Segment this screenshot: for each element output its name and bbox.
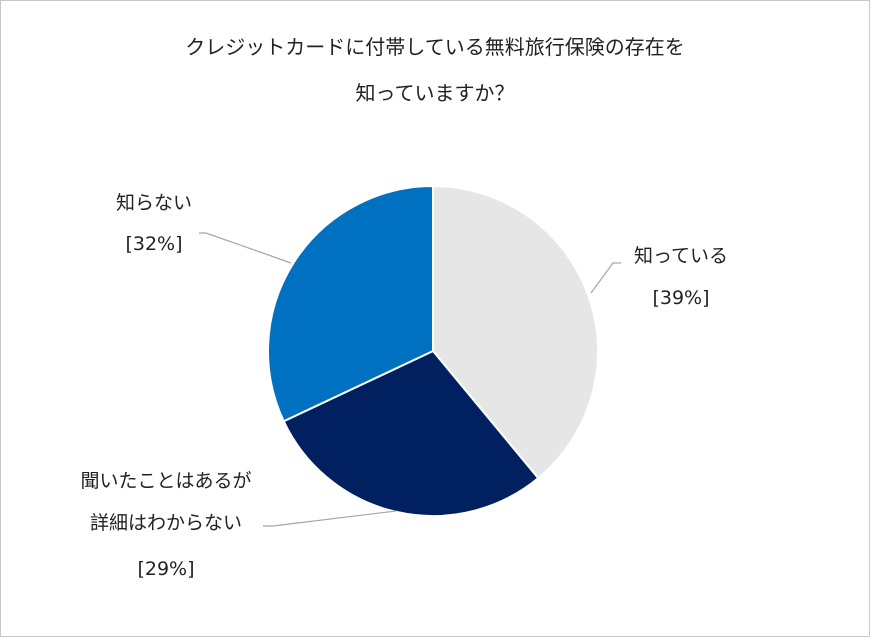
category-label: 知っている	[633, 245, 729, 267]
leader-line	[263, 510, 397, 527]
value-label: [32%]	[125, 233, 183, 255]
chart-title: クレジットカードに付帯している無料旅行保険の存在を	[185, 35, 685, 59]
pie-slice	[267, 184, 434, 423]
category-label: 知らない	[115, 192, 193, 214]
category-label: 聞いたことはあるが 詳細はわからない	[80, 470, 252, 534]
value-label: [29%]	[137, 558, 195, 580]
leader-line	[199, 232, 292, 264]
value-label: [39%]	[652, 287, 710, 309]
leader-lines	[199, 232, 621, 527]
pie-slice	[432, 184, 599, 480]
chart-title: 知っていますか？	[355, 81, 515, 105]
leader-line	[590, 262, 621, 294]
